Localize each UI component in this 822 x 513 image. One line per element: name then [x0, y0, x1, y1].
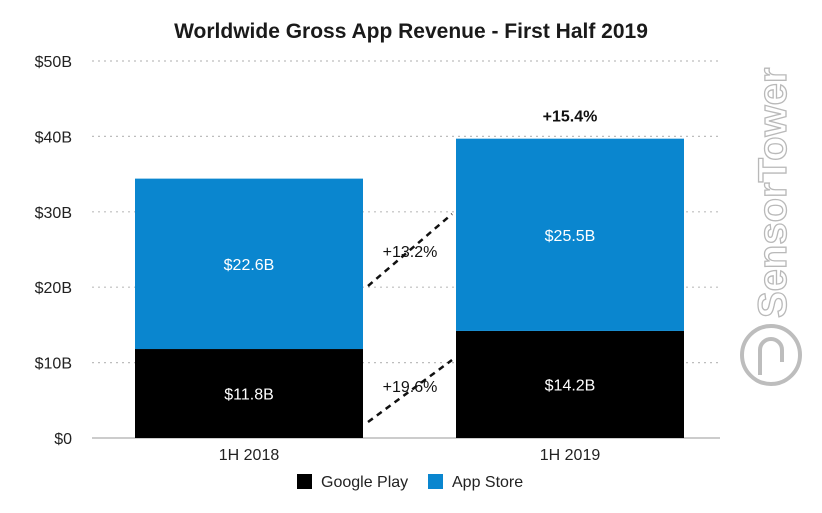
- sensor-tower-logo-icon: [740, 324, 802, 386]
- logo-ring: [740, 324, 802, 386]
- bar-google-play: [456, 330, 684, 438]
- bar-value-label: $22.6B: [224, 257, 275, 274]
- x-axis: 1H 2018 1H 2019: [219, 447, 601, 464]
- x-category-label: 1H 2018: [219, 447, 280, 464]
- total-growth-label: +15.4%: [543, 109, 598, 126]
- y-tick-label: $20B: [35, 280, 72, 297]
- y-tick-label: $50B: [35, 54, 72, 71]
- bar-value-label: $14.2B: [545, 377, 596, 394]
- watermark-wordmark: SensorTower: [751, 68, 795, 318]
- legend-label-google-play: Google Play: [321, 474, 408, 491]
- app-store-growth-label: +13.2%: [383, 244, 438, 261]
- logo-tower-mark: [758, 337, 784, 375]
- x-category-label: 1H 2019: [540, 447, 601, 464]
- y-tick-label: $10B: [35, 356, 72, 373]
- legend-label-app-store: App Store: [452, 474, 523, 491]
- bars: $11.8B $22.6B $14.2B $25.5B: [135, 138, 684, 438]
- legend-swatch-google-play: [297, 474, 312, 489]
- google-play-growth-label: +19.6%: [383, 379, 438, 396]
- watermark: SensorTower: [740, 67, 802, 386]
- legend-swatch-app-store: [428, 474, 443, 489]
- bar-value-label: $11.8B: [224, 387, 274, 404]
- y-axis: $0 $10B $20B $30B $40B $50B: [35, 54, 72, 448]
- y-tick-label: $30B: [35, 205, 72, 222]
- y-tick-label: $40B: [35, 129, 72, 146]
- bar-google-play: [135, 349, 363, 438]
- chart-title: Worldwide Gross App Revenue - First Half…: [174, 20, 648, 43]
- y-tick-label: $0: [54, 431, 72, 448]
- legend: Google Play App Store: [297, 474, 523, 491]
- app-store-growth-connector: [367, 213, 453, 287]
- bar-app-store: [456, 138, 684, 331]
- bar-app-store: [135, 178, 363, 350]
- bar-value-label: $25.5B: [545, 228, 596, 245]
- growth-annotations: +13.2% +19.6% +15.4%: [367, 109, 598, 424]
